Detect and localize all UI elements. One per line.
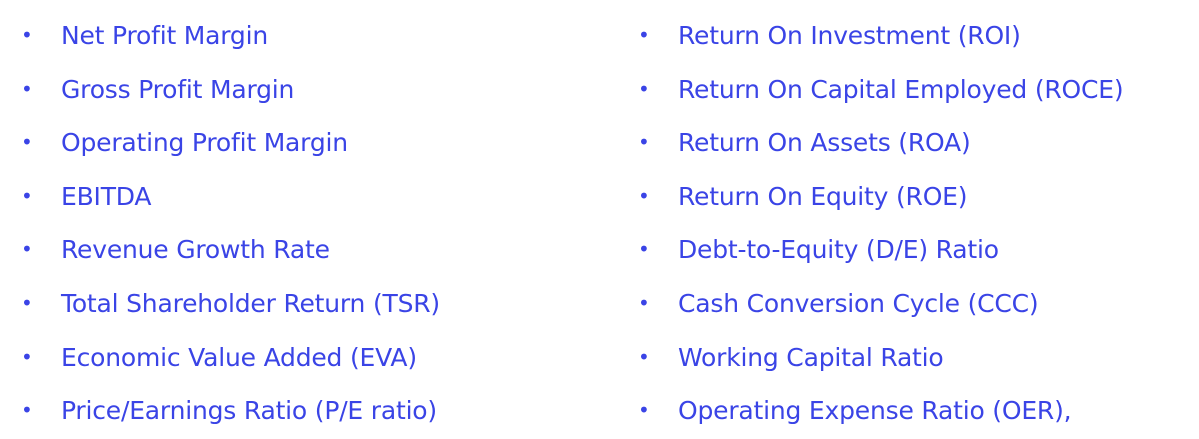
bullet-icon: • (21, 183, 33, 208)
list-item: • Return On Capital Employed (ROCE) (618, 63, 1199, 117)
bullet-icon: • (21, 76, 33, 101)
list-item-label: Debt-to-Equity (D/E) Ratio (678, 235, 999, 265)
bullet-icon: • (21, 23, 33, 47)
list-item-label: Gross Profit Margin (61, 74, 295, 104)
metrics-list-right: • Return On Investment (ROI) • Return On C… (618, 9, 1199, 438)
list-item-label: Revenue Growth Rate (61, 235, 330, 265)
bullet-icon: • (638, 398, 650, 423)
list-item-label: Net Profit Margin (61, 21, 268, 50)
list-item-label: Cash Conversion Cycle (CCC) (678, 288, 1039, 318)
list-item: • Gross Profit Margin (0, 63, 560, 117)
list-item-label: Return On Capital Employed (ROCE) (678, 74, 1124, 104)
list-item-label: Operating Profit Margin (61, 128, 348, 158)
list-item: • Cash Conversion Cycle (CCC) (618, 277, 1199, 331)
list-item: • Revenue Growth Rate (0, 223, 560, 277)
bullet-icon: • (21, 130, 33, 155)
bullet-icon: • (21, 344, 33, 369)
list-item: • Operating Expense Ratio (OER), (618, 384, 1199, 438)
list-item-label: Return On Assets (ROA) (678, 128, 971, 158)
bullet-icon: • (638, 290, 650, 315)
bullet-icon: • (21, 398, 33, 423)
list-item: • Net Profit Margin (0, 9, 560, 63)
list-item-label: EBITDA (61, 181, 152, 211)
list-item-label: Return On Investment (ROI) (678, 21, 1021, 50)
bullet-icon: • (638, 76, 650, 101)
list-item: • Debt-to-Equity (D/E) Ratio (618, 223, 1199, 277)
list-item: • Return On Assets (ROA) (618, 116, 1199, 170)
list-item: • Working Capital Ratio (618, 331, 1199, 385)
list-item: • Return On Investment (ROI) (618, 9, 1199, 63)
list-item: • Economic Value Added (EVA) (0, 331, 560, 385)
list-item: • EBITDA (0, 170, 560, 224)
list-item-label: Total Shareholder Return (TSR) (61, 288, 440, 318)
list-item: • Price/Earnings Ratio (P/E ratio) (0, 384, 560, 438)
bullet-icon: • (21, 237, 33, 262)
list-item-label: Return On Equity (ROE) (678, 181, 968, 211)
list-item-label: Operating Expense Ratio (OER), (678, 396, 1072, 426)
list-item-label: Price/Earnings Ratio (P/E ratio) (61, 396, 437, 426)
bullet-icon: • (638, 130, 650, 155)
list-item: • Return On Equity (ROE) (618, 170, 1199, 224)
bullet-icon: • (21, 290, 33, 315)
bullet-icon: • (638, 237, 650, 262)
metrics-list-left: • Net Profit Margin • Gross Profit Margin … (0, 9, 560, 438)
bullet-icon: • (638, 344, 650, 369)
bullet-icon: • (638, 23, 650, 47)
list-item: • Total Shareholder Return (TSR) (0, 277, 560, 331)
list-item: • Operating Profit Margin (0, 116, 560, 170)
bullet-icon: • (638, 183, 650, 208)
list-item-label: Working Capital Ratio (678, 342, 944, 372)
list-item-label: Economic Value Added (EVA) (61, 342, 417, 372)
